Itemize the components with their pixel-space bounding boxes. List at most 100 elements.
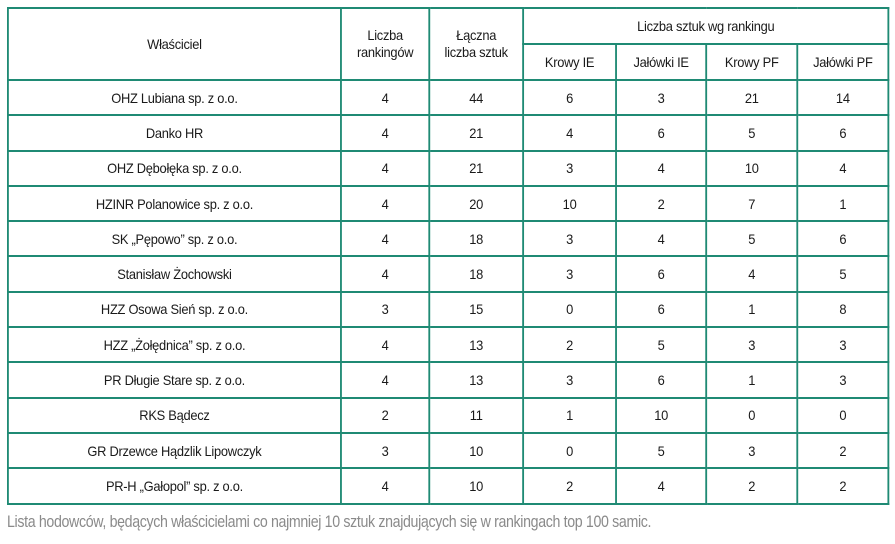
cell-jalowki-ie: 4 [615, 149, 708, 187]
cell-owner: HZZ „Żołędnica” sp. z o.o. [7, 326, 342, 364]
cell-krowy-ie: 3 [522, 220, 617, 258]
cell-krowy-ie: 0 [522, 431, 617, 470]
cell-rankings: 4 [340, 114, 431, 152]
cell-jalowki-pf: 3 [796, 361, 890, 399]
cell-krowy-ie: 10 [522, 184, 617, 223]
cell-total: 11 [428, 396, 525, 434]
cell-jalowki-ie: 6 [615, 114, 708, 152]
cell-jalowki-pf: 2 [796, 431, 890, 470]
cell-krowy-ie: 0 [522, 290, 617, 329]
cell-jalowki-pf: 4 [796, 149, 890, 187]
cell-krowy-pf: 1 [705, 290, 799, 329]
header-rankings-line2: rankingów [357, 44, 414, 60]
cell-krowy-ie: 3 [522, 361, 617, 399]
table-row: OHZ Dębołęka sp. z o.o. 4 21 3 4 10 4 [7, 149, 890, 187]
cell-jalowki-ie: 6 [615, 255, 708, 293]
header-rankings: Liczba rankingów [340, 7, 431, 81]
table-body: OHZ Lubiana sp. z o.o. 4 44 6 3 21 14 Danko HR 4… [7, 78, 890, 505]
cell-jalowki-ie: 6 [615, 290, 708, 329]
cell-jalowki-pf: 3 [796, 326, 890, 364]
cell-krowy-pf: 5 [705, 114, 799, 152]
cell-jalowki-ie: 2 [615, 184, 708, 223]
cell-owner: PR Długie Stare sp. z o.o. [7, 361, 342, 399]
cell-krowy-pf: 0 [705, 396, 799, 434]
cell-rankings: 3 [340, 431, 431, 470]
table-row: GR Drzewce Hądzlik Lipowczyk 3 10 0 5 3 2 [7, 431, 890, 470]
cell-jalowki-ie: 6 [615, 361, 708, 399]
cell-rankings: 4 [340, 326, 431, 364]
table-row: PR-H „Gałopol” sp. z o.o. 4 10 2 4 2 2 [7, 467, 890, 505]
cell-jalowki-ie: 4 [615, 220, 708, 258]
cell-jalowki-pf: 5 [796, 255, 890, 293]
cell-krowy-pf: 3 [705, 431, 799, 470]
cell-total: 15 [428, 290, 525, 329]
cell-jalowki-pf: 6 [796, 114, 890, 152]
cell-total: 10 [428, 467, 525, 505]
cell-total: 44 [428, 78, 525, 117]
cell-krowy-pf: 4 [705, 255, 799, 293]
cell-jalowki-ie: 3 [615, 78, 708, 117]
cell-krowy-pf: 2 [705, 467, 799, 505]
table-row: RKS Bądecz 2 11 1 10 0 0 [7, 396, 890, 434]
cell-total: 18 [428, 220, 525, 258]
cell-owner: OHZ Lubiana sp. z o.o. [7, 78, 342, 117]
header-rankings-line1: Liczba [367, 27, 403, 43]
cell-krowy-ie: 2 [522, 467, 617, 505]
cell-total: 21 [428, 114, 525, 152]
cell-krowy-pf: 1 [705, 361, 799, 399]
cell-jalowki-ie: 5 [615, 326, 708, 364]
cell-rankings: 4 [340, 361, 431, 399]
cell-owner: HZZ Osowa Sień sp. z o.o. [7, 290, 342, 329]
cell-jalowki-pf: 0 [796, 396, 890, 434]
cell-total: 20 [428, 184, 525, 223]
cell-rankings: 4 [340, 149, 431, 187]
header-owner: Właściciel [7, 7, 342, 81]
table-row: Stanisław Żochowski 4 18 3 6 4 5 [7, 255, 890, 293]
cell-owner: HZINR Polanowice sp. z o.o. [7, 184, 342, 223]
cell-krowy-ie: 2 [522, 326, 617, 364]
table-header: Właściciel Liczba rankingów Łączna liczb… [7, 7, 890, 81]
table-row: PR Długie Stare sp. z o.o. 4 13 3 6 1 3 [7, 361, 890, 399]
header-total-line2: liczba sztuk [444, 44, 509, 60]
table-row: HZZ Osowa Sień sp. z o.o. 3 15 0 6 1 8 [7, 290, 890, 329]
cell-owner: GR Drzewce Hądzlik Lipowczyk [7, 431, 342, 470]
header-group: Liczba sztuk wg rankingu [522, 7, 890, 45]
header-total-line1: Łączna [456, 27, 497, 43]
cell-owner: RKS Bądecz [7, 396, 342, 434]
cell-rankings: 4 [340, 255, 431, 293]
cell-total: 13 [428, 326, 525, 364]
cell-rankings: 3 [340, 290, 431, 329]
cell-total: 18 [428, 255, 525, 293]
header-total: Łączna liczba sztuk [428, 7, 525, 81]
header-krowy-pf: Krowy PF [705, 43, 799, 81]
table-row: OHZ Lubiana sp. z o.o. 4 44 6 3 21 14 [7, 78, 890, 117]
cell-rankings: 4 [340, 220, 431, 258]
cell-owner: OHZ Dębołęka sp. z o.o. [7, 149, 342, 187]
cell-jalowki-pf: 14 [796, 78, 890, 117]
cell-jalowki-pf: 2 [796, 467, 890, 505]
cell-owner: Danko HR [7, 114, 342, 152]
header-row-top: Właściciel Liczba rankingów Łączna liczb… [7, 7, 890, 81]
cell-owner: Stanisław Żochowski [7, 255, 342, 293]
header-krowy-ie: Krowy IE [522, 43, 617, 81]
cell-rankings: 4 [340, 78, 431, 117]
cell-total: 10 [428, 431, 525, 470]
table-row: HZINR Polanowice sp. z o.o. 4 20 10 2 7 1 [7, 184, 890, 223]
header-jalowki-ie: Jałówki IE [615, 43, 708, 81]
table-row: SK „Pępowo” sp. z o.o. 4 18 3 4 5 6 [7, 220, 890, 258]
cell-krowy-ie: 3 [522, 149, 617, 187]
cell-krowy-pf: 3 [705, 326, 799, 364]
cell-jalowki-pf: 1 [796, 184, 890, 223]
cell-jalowki-ie: 4 [615, 467, 708, 505]
header-row-sub: Krowy IE Jałówki IE Krowy PF Jałówki PF [8, 43, 890, 81]
header-jalowki-pf: Jałówki PF [796, 43, 890, 81]
cell-krowy-ie: 4 [522, 114, 617, 152]
cell-jalowki-pf: 6 [796, 220, 890, 258]
cell-total: 21 [428, 149, 525, 187]
cell-total: 13 [428, 361, 525, 399]
cell-rankings: 2 [340, 396, 431, 434]
cell-owner: PR-H „Gałopol” sp. z o.o. [7, 467, 342, 505]
cell-owner: SK „Pępowo” sp. z o.o. [7, 220, 342, 258]
cell-krowy-pf: 5 [705, 220, 799, 258]
